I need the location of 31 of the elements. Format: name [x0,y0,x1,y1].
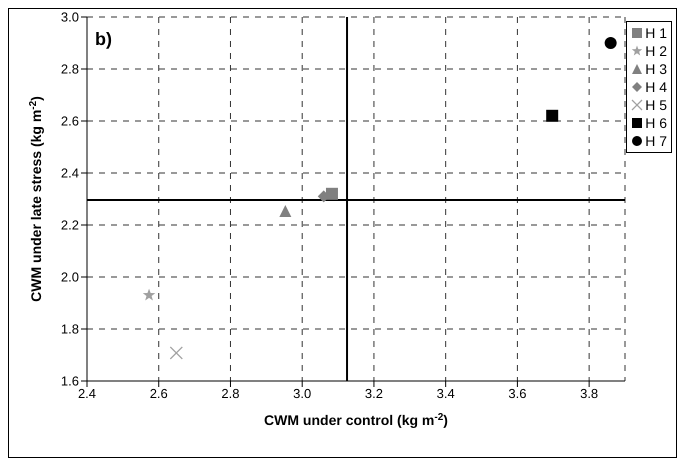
legend-label: H 5 [645,97,667,113]
y-tick-label: 2.6 [60,114,79,129]
x-axis-title: CWM under control (kg m$^{-2}$) [264,412,448,428]
x-tick-label: 3.0 [293,386,312,402]
y-tick-label: 2.4 [60,166,79,181]
y-tick-label: 2.8 [60,62,79,77]
y-tick-label: 3.0 [60,10,79,25]
x-tick-label: 3.8 [580,386,598,402]
legend-label: H 1 [645,25,667,41]
legend-label: H 4 [645,79,667,95]
x-tick-label: 3.4 [436,386,455,402]
y-tick-label: 1.8 [60,322,79,337]
x-tick-label: 3.6 [508,386,526,402]
legend-label: H 2 [645,43,667,59]
point [604,37,617,49]
y-tick-label: 2.0 [60,270,79,285]
legend-label: H 3 [645,61,667,77]
y-tick-label: 1.6 [60,374,79,389]
legend-label: H 6 [645,115,667,131]
legend-label: H 7 [645,133,667,149]
x-tick-label: 3.2 [364,386,383,402]
point [142,288,156,301]
point [326,188,338,200]
y-tick-label: 2.2 [60,218,79,233]
x-tick-label: 2.6 [150,386,168,402]
point [279,204,292,217]
point [170,346,183,360]
point [546,110,558,122]
x-tick-label: 2.4 [78,386,96,402]
x-tick-label: 2.8 [221,386,240,402]
annotation: b) [95,29,112,50]
